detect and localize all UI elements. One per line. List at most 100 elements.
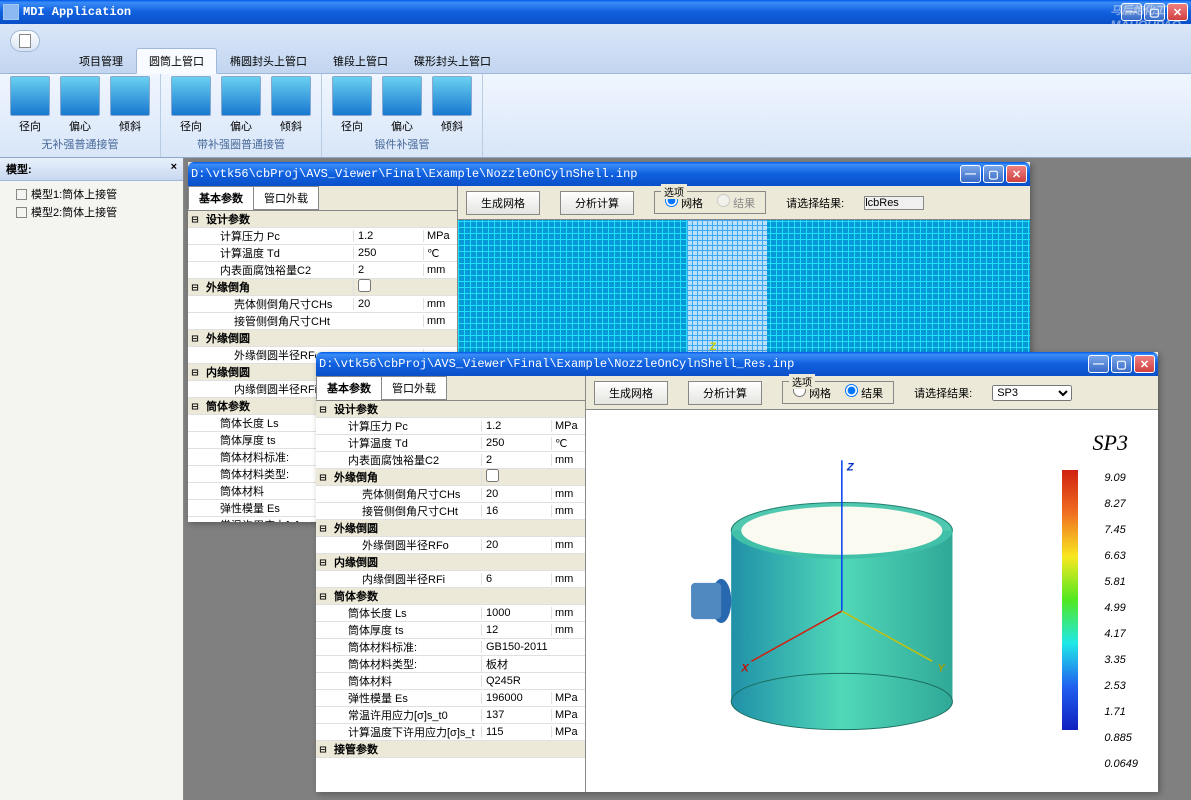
child-titlebar-1[interactable]: D:\vtk56\cbProj\AVS_Viewer\Final\Example… bbox=[188, 162, 1030, 186]
prop-row[interactable]: 接管侧倒角尺寸CHtmm bbox=[188, 313, 457, 330]
prop-row[interactable]: 计算压力 Pc1.2MPa bbox=[188, 228, 457, 245]
prop-value[interactable]: 250 bbox=[353, 247, 423, 259]
close-button[interactable]: ✕ bbox=[1167, 3, 1188, 21]
ribbon-item-1-0[interactable]: 径向 bbox=[169, 76, 213, 134]
ribbon-item-2-0[interactable]: 径向 bbox=[330, 76, 374, 134]
prop-value[interactable]: 板材 bbox=[481, 656, 551, 672]
prop-row[interactable]: 筒体材料类型:板材 bbox=[316, 656, 585, 673]
prop-row[interactable]: 内表面腐蚀裕量C22mm bbox=[188, 262, 457, 279]
ribbon-item-0-1[interactable]: 偏心 bbox=[58, 76, 102, 134]
prop-value[interactable]: 250 bbox=[481, 437, 551, 449]
prop-value[interactable]: 1.2 bbox=[353, 230, 423, 242]
child1-maximize-button[interactable]: ▢ bbox=[983, 165, 1004, 183]
child1-minimize-button[interactable]: — bbox=[960, 165, 981, 183]
collapse-icon[interactable]: ⊟ bbox=[188, 400, 202, 413]
analyze-button[interactable]: 分析计算 bbox=[560, 191, 634, 215]
collapse-icon[interactable]: ⊟ bbox=[316, 743, 330, 756]
ribbon-item-1-1[interactable]: 偏心 bbox=[219, 76, 263, 134]
prop-row[interactable]: 内缘倒圆半径RFi6mm bbox=[316, 571, 585, 588]
app-orb[interactable] bbox=[10, 30, 40, 52]
opt-result-2[interactable]: 结果 bbox=[845, 384, 883, 401]
ribbon-item-0-0[interactable]: 径向 bbox=[8, 76, 52, 134]
tree-item-0[interactable]: 模型1:筒体上接管 bbox=[4, 185, 179, 203]
prop-row[interactable]: 外缘倒圆半径RFo20mm bbox=[316, 537, 585, 554]
prop-row[interactable]: 计算温度 Td250℃ bbox=[316, 435, 585, 452]
result-viewport[interactable]: Z X Y SP3 9.098.277.456.635.814.994.173.… bbox=[586, 410, 1158, 792]
prop-row[interactable]: 筒体材料Q245R bbox=[316, 673, 585, 690]
child2-minimize-button[interactable]: — bbox=[1088, 355, 1109, 373]
prop-group[interactable]: ⊟外缘倒角 bbox=[316, 469, 585, 486]
minimize-button[interactable]: — bbox=[1121, 3, 1142, 21]
tab-load-2[interactable]: 管口外载 bbox=[381, 376, 447, 400]
child2-maximize-button[interactable]: ▢ bbox=[1111, 355, 1132, 373]
prop-value[interactable]: Q245R bbox=[481, 675, 551, 687]
pin-icon[interactable]: × bbox=[171, 161, 177, 177]
prop-row[interactable]: 常温许用应力[σ]s_t0137MPa bbox=[316, 707, 585, 724]
collapse-icon[interactable]: ⊟ bbox=[188, 366, 202, 379]
prop-row[interactable]: 计算压力 Pc1.2MPa bbox=[316, 418, 585, 435]
prop-group[interactable]: ⊟外缘倒圆 bbox=[316, 520, 585, 537]
ribbon-item-2-2[interactable]: 倾斜 bbox=[430, 76, 474, 134]
analyze-button-2[interactable]: 分析计算 bbox=[688, 381, 762, 405]
tab-load-1[interactable]: 管口外载 bbox=[253, 186, 319, 210]
prop-row[interactable]: 内表面腐蚀裕量C22mm bbox=[316, 452, 585, 469]
menu-tab-0[interactable]: 项目管理 bbox=[66, 48, 136, 74]
prop-row[interactable]: 筒体长度 Ls1000mm bbox=[316, 605, 585, 622]
prop-group[interactable]: ⊟设计参数 bbox=[316, 401, 585, 418]
prop-group[interactable]: ⊟外缘倒圆 bbox=[188, 330, 457, 347]
prop-value[interactable]: 16 bbox=[481, 505, 551, 517]
prop-value[interactable]: 2 bbox=[481, 454, 551, 466]
prop-value[interactable]: 20 bbox=[481, 488, 551, 500]
ribbon-item-0-2[interactable]: 倾斜 bbox=[108, 76, 152, 134]
prop-value[interactable]: 1000 bbox=[481, 607, 551, 619]
child2-close-button[interactable]: ✕ bbox=[1134, 355, 1155, 373]
prop-group[interactable]: ⊟设计参数 bbox=[188, 211, 457, 228]
prop-value[interactable]: 12 bbox=[481, 624, 551, 636]
collapse-icon[interactable]: ⊟ bbox=[188, 213, 202, 226]
menu-tab-2[interactable]: 椭圆封头上管口 bbox=[217, 48, 320, 74]
generate-mesh-button-2[interactable]: 生成网格 bbox=[594, 381, 668, 405]
result-select-2[interactable]: SP3 bbox=[992, 385, 1072, 401]
prop-row[interactable]: 筒体材料标准:GB150-2011 bbox=[316, 639, 585, 656]
prop-value[interactable]: 137 bbox=[481, 709, 551, 721]
collapse-icon[interactable]: ⊟ bbox=[316, 471, 330, 484]
checkbox-icon[interactable] bbox=[16, 189, 27, 200]
ribbon-item-1-2[interactable]: 倾斜 bbox=[269, 76, 313, 134]
prop-value[interactable]: GB150-2011 bbox=[481, 641, 551, 653]
prop-group[interactable]: ⊟接管参数 bbox=[316, 741, 585, 758]
child1-close-button[interactable]: ✕ bbox=[1006, 165, 1027, 183]
collapse-icon[interactable]: ⊟ bbox=[316, 403, 330, 416]
result-select-1[interactable] bbox=[864, 196, 924, 210]
prop-row[interactable]: 壳体侧倒角尺寸CHs20mm bbox=[316, 486, 585, 503]
menu-tab-3[interactable]: 锥段上管口 bbox=[320, 48, 401, 74]
prop-value[interactable]: 20 bbox=[481, 539, 551, 551]
prop-value[interactable]: 20 bbox=[353, 298, 423, 310]
collapse-icon[interactable]: ⊟ bbox=[316, 522, 330, 535]
collapse-icon[interactable]: ⊟ bbox=[316, 556, 330, 569]
opt-result-1[interactable]: 结果 bbox=[717, 194, 755, 211]
generate-mesh-button[interactable]: 生成网格 bbox=[466, 191, 540, 215]
prop-value[interactable]: 196000 bbox=[481, 692, 551, 704]
menu-tab-1[interactable]: 圆筒上管口 bbox=[136, 48, 217, 74]
prop-row[interactable]: 计算温度 Td250℃ bbox=[188, 245, 457, 262]
checkbox-icon[interactable] bbox=[16, 207, 27, 218]
prop-row[interactable]: 壳体侧倒角尺寸CHs20mm bbox=[188, 296, 457, 313]
prop-row[interactable]: 弹性模量 Es196000MPa bbox=[316, 690, 585, 707]
prop-group[interactable]: ⊟筒体参数 bbox=[316, 588, 585, 605]
prop-row[interactable]: 筒体厚度 ts12mm bbox=[316, 622, 585, 639]
prop-row[interactable]: 接管侧倒角尺寸CHt16mm bbox=[316, 503, 585, 520]
prop-value[interactable]: 2 bbox=[353, 264, 423, 276]
collapse-icon[interactable]: ⊟ bbox=[188, 281, 202, 294]
collapse-icon[interactable]: ⊟ bbox=[316, 590, 330, 603]
prop-group[interactable]: ⊟内缘倒圆 bbox=[316, 554, 585, 571]
ribbon-item-2-1[interactable]: 偏心 bbox=[380, 76, 424, 134]
tab-basic-1[interactable]: 基本参数 bbox=[188, 186, 254, 210]
collapse-icon[interactable]: ⊟ bbox=[188, 332, 202, 345]
prop-value[interactable]: 115 bbox=[481, 726, 551, 738]
child-titlebar-2[interactable]: D:\vtk56\cbProj\AVS_Viewer\Final\Example… bbox=[316, 352, 1158, 376]
prop-group[interactable]: ⊟外缘倒角 bbox=[188, 279, 457, 296]
menu-tab-4[interactable]: 碟形封头上管口 bbox=[401, 48, 504, 74]
prop-value[interactable]: 1.2 bbox=[481, 420, 551, 432]
prop-value[interactable]: 6 bbox=[481, 573, 551, 585]
tree-item-1[interactable]: 模型2:筒体上接管 bbox=[4, 203, 179, 221]
